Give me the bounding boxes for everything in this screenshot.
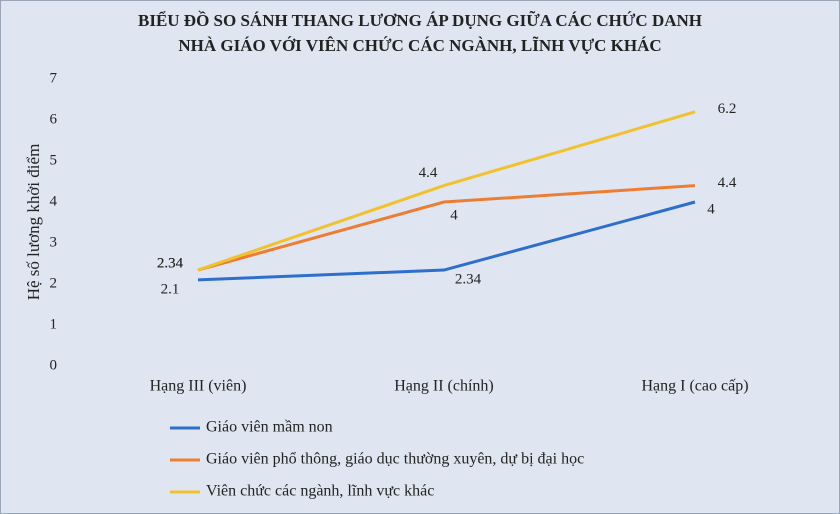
data-label: 4 (450, 207, 458, 223)
legend-label: Giáo viên phổ thông, giáo dục thường xuy… (206, 451, 584, 468)
chart-title: NHÀ GIÁO VỚI VIÊN CHỨC CÁC NGÀNH, LĨNH V… (178, 36, 661, 55)
series-line (197, 200, 696, 282)
legend-label: Giáo viên mầm non (206, 419, 333, 436)
data-label: 2.34 (157, 255, 184, 271)
data-label: 4.4 (718, 175, 737, 191)
y-tick-label: 5 (50, 152, 58, 168)
y-tick-label: 1 (50, 316, 58, 332)
series-line (197, 110, 696, 272)
series-line (197, 184, 696, 272)
x-tick-label: Hạng II (chính) (394, 378, 494, 395)
data-label: 4.4 (419, 165, 438, 181)
y-axis-label: Hệ số lương khởi điểm (24, 144, 43, 301)
data-label: 2.1 (161, 281, 180, 297)
y-tick-label: 2 (50, 275, 58, 291)
y-tick-label: 0 (50, 357, 58, 373)
y-tick-label: 6 (50, 111, 58, 127)
data-label: 4 (707, 201, 715, 217)
data-label: 2.34 (455, 271, 482, 287)
y-tick-label: 7 (50, 70, 58, 86)
legend-label: Viên chức các ngành, lĩnh vực khác (206, 483, 434, 500)
x-tick-label: Hạng III (viên) (150, 378, 247, 395)
chart-title: BIỂU ĐỒ SO SÁNH THANG LƯƠNG ÁP DỤNG GIỮA… (138, 10, 702, 30)
y-tick-label: 3 (50, 234, 58, 250)
y-tick-label: 4 (50, 193, 58, 209)
data-label: 2.34 (157, 255, 184, 271)
x-tick-label: Hạng I (cao cấp) (641, 378, 748, 395)
data-label: 6.2 (718, 101, 737, 117)
